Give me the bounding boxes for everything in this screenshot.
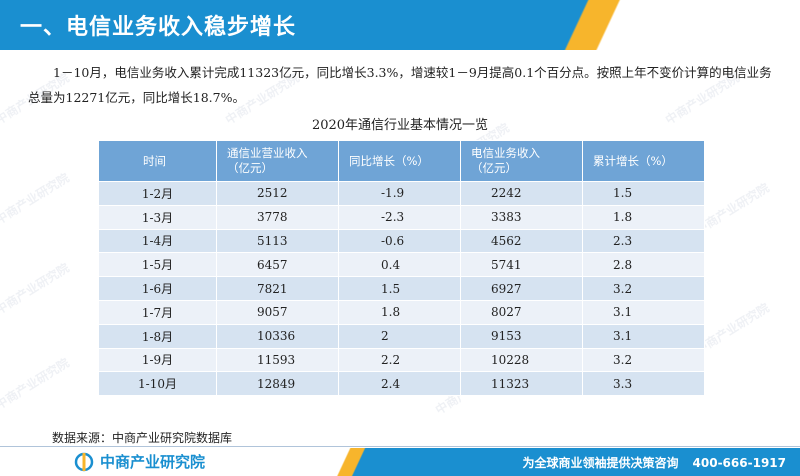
cumulative-growth-cell: 3.3	[582, 371, 705, 397]
revenue-cell: 6457	[216, 252, 339, 278]
telecom-revenue-cell: 2242	[460, 181, 583, 206]
logo-text: 中商产业研究院	[100, 453, 206, 471]
growth-cell: 1.5	[338, 276, 461, 301]
growth-cell: -0.6	[338, 228, 461, 254]
logo-icon	[72, 452, 96, 472]
header-bar: 一、电信业务收入稳步增长	[0, 0, 800, 50]
header-cell-growth: 同比增长（%）	[338, 140, 461, 182]
header-cell-telecom-text: 电信业务收入 （亿元）	[471, 146, 540, 175]
growth-cell: 0.4	[338, 252, 461, 278]
table-body: 1-2月 2512 -1.9 2242 1.5 1-3月 3778 -2.3 3383 1.8 1-…	[98, 181, 705, 397]
revenue-cell: 9057	[216, 299, 339, 325]
time-cell: 1-10月	[98, 371, 217, 397]
revenue-cell: 10336	[216, 323, 339, 349]
revenue-cell: 2512	[216, 181, 339, 206]
table-row: 1-4月 5113 -0.6 4562 2.3	[98, 228, 705, 254]
time-cell: 1-5月	[98, 252, 217, 278]
revenue-cell: 11593	[216, 347, 339, 373]
header-accent-stripe	[430, 0, 800, 50]
table-row: 1-8月 10336 2 9153 3.1	[98, 323, 705, 349]
header-cell-time: 时间	[98, 140, 217, 182]
table-row: 1-9月 11593 2.2 10228 3.2	[98, 347, 705, 373]
growth-cell: -1.9	[338, 181, 461, 206]
table-row: 1-5月 6457 0.4 5741 2.8	[98, 252, 705, 278]
page-title: 一、电信业务收入稳步增长	[20, 15, 297, 40]
growth-cell: 2	[338, 323, 461, 349]
telecom-revenue-cell: 9153	[460, 323, 583, 349]
cumulative-growth-cell: 3.1	[582, 323, 705, 349]
table-row: 1-6月 7821 1.5 6927 3.2	[98, 276, 705, 301]
telecom-revenue-cell: 3383	[460, 204, 583, 230]
time-cell: 1-3月	[98, 204, 217, 230]
growth-cell: 1.8	[338, 299, 461, 325]
table-title: 2020年通信行业基本情况一览	[311, 118, 489, 133]
phone-number: 400-666-1917	[692, 456, 786, 470]
time-cell: 1-2月	[98, 181, 217, 206]
cumulative-growth-cell: 3.2	[582, 276, 705, 301]
header-cell-telecom-revenue: 电信业务收入 （亿元）	[460, 140, 583, 182]
cumulative-growth-cell: 1.8	[582, 204, 705, 230]
growth-cell: 2.2	[338, 347, 461, 373]
telecom-revenue-cell: 10228	[460, 347, 583, 373]
time-cell: 1-6月	[98, 276, 217, 301]
header-cell-revenue: 通信业营业收入 （亿元）	[216, 140, 339, 182]
growth-cell: -2.3	[338, 204, 461, 230]
table-row: 1-7月 9057 1.8 8027 3.1	[98, 299, 705, 325]
header-cell-revenue-text: 通信业营业收入 （亿元）	[227, 146, 308, 175]
growth-cell: 2.4	[338, 371, 461, 397]
footer-logo: 中商产业研究院	[72, 451, 205, 472]
time-cell: 1-4月	[98, 228, 217, 254]
time-cell: 1-8月	[98, 323, 217, 349]
cumulative-growth-cell: 2.3	[582, 228, 705, 254]
time-cell: 1-7月	[98, 299, 217, 325]
table-row: 1-2月 2512 -1.9 2242 1.5	[98, 181, 705, 206]
header-cell-cumulative: 累计增长（%）	[582, 140, 705, 182]
cumulative-growth-cell: 3.2	[582, 347, 705, 373]
summary-paragraph: 1－10月，电信业务收入累计完成11323亿元，同比增长3.3%，增速较1－9月…	[28, 60, 778, 110]
footer-band: 为全球商业领袖提供决策咨询 400-666-1917	[320, 448, 800, 476]
summary-text: 1－10月，电信业务收入累计完成11323亿元，同比增长3.3%，增速较1－9月…	[28, 65, 772, 105]
table-row: 1-10月 12849 2.4 11323 3.3	[98, 371, 705, 397]
table-row: 1-3月 3778 -2.3 3383 1.8	[98, 204, 705, 230]
time-cell: 1-9月	[98, 347, 217, 373]
revenue-cell: 12849	[216, 371, 339, 397]
telecom-revenue-cell: 11323	[460, 371, 583, 397]
footer-bar: 中商产业研究院 为全球商业领袖提供决策咨询 400-666-1917	[0, 448, 800, 476]
telecom-revenue-cell: 4562	[460, 228, 583, 254]
cumulative-growth-cell: 1.5	[582, 181, 705, 206]
data-table: 时间 通信业营业收入 （亿元） 同比增长（%） 电信业务收入 （亿元） 累计增长…	[98, 140, 705, 397]
telecom-revenue-cell: 6927	[460, 276, 583, 301]
revenue-cell: 3778	[216, 204, 339, 230]
cumulative-growth-cell: 3.1	[582, 299, 705, 325]
telecom-revenue-cell: 8027	[460, 299, 583, 325]
header-divider	[0, 50, 800, 53]
footer-slogan: 为全球商业领袖提供决策咨询 400-666-1917	[523, 454, 786, 471]
table-header-row: 时间 通信业营业收入 （亿元） 同比增长（%） 电信业务收入 （亿元） 累计增长…	[98, 140, 705, 182]
telecom-revenue-cell: 5741	[460, 252, 583, 278]
slogan-text: 为全球商业领袖提供决策咨询	[522, 456, 679, 470]
footer-divider	[0, 446, 800, 447]
data-source: 数据来源：中商产业研究院数据库	[52, 431, 233, 445]
revenue-cell: 5113	[216, 228, 339, 254]
cumulative-growth-cell: 2.8	[582, 252, 705, 278]
revenue-cell: 7821	[216, 276, 339, 301]
